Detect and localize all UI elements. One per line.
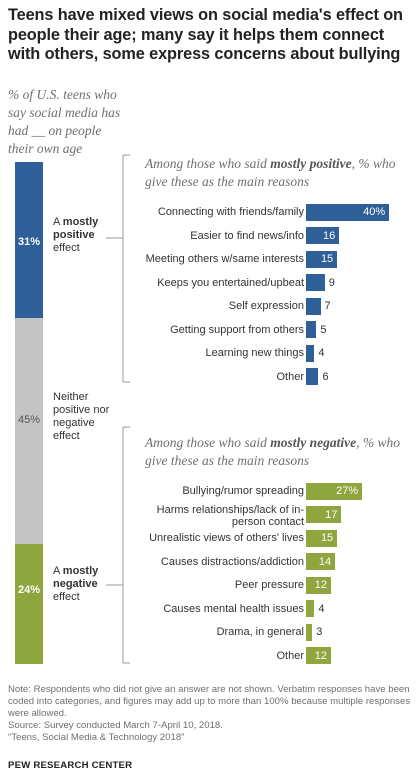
negative-reason-value-label: 27% xyxy=(336,485,359,497)
negative-reason-bar xyxy=(306,506,342,523)
segment-neutral-bar xyxy=(15,317,43,544)
negative-reason-value-label: 4 xyxy=(318,602,325,615)
positive-reason-category-label: Easier to find news/info xyxy=(190,229,304,242)
positive-reason-bar xyxy=(306,368,319,385)
chart-subtitle: % of U.S. teens who say social media has… xyxy=(8,87,121,156)
positive-reason-category-label: Keeps you entertained/upbeat xyxy=(157,276,304,289)
positive-reason-category-label: Other xyxy=(276,370,304,383)
negative-panel-heading: Among those who said mostly negative, % … xyxy=(145,435,400,468)
positive-reason-bar xyxy=(306,274,325,291)
segment-negative-label: A mostly negative effect xyxy=(53,565,99,603)
positive-reason-value-label: 16 xyxy=(323,229,336,242)
segment-positive-label: A mostly positive effect xyxy=(53,216,99,254)
negative-reason-category-label: Drama, in general xyxy=(216,626,304,638)
segment-positive-value: 31% xyxy=(17,236,41,248)
negative-reason-bar xyxy=(306,553,336,570)
negative-reason-category-label: Causes distractions/addiction xyxy=(160,555,304,568)
negative-reason-value-label: 15 xyxy=(320,532,334,544)
negative-reason-category-label: Unrealistic views of others' lives xyxy=(149,532,304,544)
segment-negative-bar xyxy=(15,543,43,664)
negative-reason-bar xyxy=(306,529,338,547)
source-text: Source: Survey conducted March 7-April 1… xyxy=(8,720,223,731)
positive-reason-category-label: Connecting with friends/family xyxy=(157,206,304,218)
positive-reason-bar xyxy=(306,321,317,338)
positive-reason-value-label: 40% xyxy=(363,206,386,218)
positive-reason-category-label: Self expression xyxy=(228,300,304,312)
negative-reason-value-label: 3 xyxy=(316,626,323,638)
positive-reason-value-label: 6 xyxy=(322,370,329,383)
negative-reason-bar xyxy=(306,600,315,617)
positive-reason-value-label: 7 xyxy=(324,300,331,312)
positive-reason-category-label: Learning new things xyxy=(205,347,304,359)
negative-reason-category-label: Bullying/rumor spreading xyxy=(182,485,304,497)
positive-reason-bar xyxy=(306,297,321,315)
positive-reason-bar xyxy=(306,227,340,244)
positive-panel-heading: Among those who said mostly positive, % … xyxy=(145,156,396,189)
note-text: Note: Respondents who did not give an an… xyxy=(8,684,411,719)
negative-reason-category-label: Peer pressure xyxy=(234,579,304,591)
segment-negative-value: 24% xyxy=(17,584,41,596)
negative-reason-category-label: Harms relationships/lack of in-person co… xyxy=(156,503,304,528)
negative-reason-bar xyxy=(306,623,313,641)
segment-neutral-value: 45% xyxy=(17,414,41,426)
negative-reason-bar xyxy=(306,576,331,594)
report-title: “Teens, Social Media & Technology 2018” xyxy=(8,732,185,743)
negative-reason-value-label: 12 xyxy=(314,579,327,591)
negative-reason-value-label: 14 xyxy=(318,555,332,568)
positive-reason-value-label: 9 xyxy=(328,276,335,289)
segment-neutral-label: Neither positive nor negative effect xyxy=(53,391,110,442)
negative-reason-bar xyxy=(306,482,363,500)
positive-reason-bar xyxy=(306,344,315,362)
negative-reason-category-label: Causes mental health issues xyxy=(163,602,304,615)
footnotes: Note: Respondents who did not give an an… xyxy=(8,684,412,744)
chart-title: Teens have mixed views on social media's… xyxy=(8,6,403,63)
positive-reason-value-label: 15 xyxy=(320,253,334,265)
negative-reason-category-label: Other xyxy=(276,649,304,662)
source-logo: PEW RESEARCH CENTER xyxy=(8,760,133,771)
negative-reason-value-label: 17 xyxy=(325,508,338,521)
positive-reason-category-label: Getting support from others xyxy=(170,323,304,336)
segment-positive-bar xyxy=(15,162,43,318)
negative-reason-value-label: 12 xyxy=(314,649,327,662)
positive-reason-bar xyxy=(306,250,338,268)
negative-reason-bar xyxy=(306,647,331,664)
positive-reason-value-label: 5 xyxy=(320,323,327,336)
positive-reason-bar xyxy=(306,203,390,221)
positive-reason-category-label: Meeting others w/same interests xyxy=(145,253,304,265)
positive-reason-value-label: 4 xyxy=(318,347,325,359)
